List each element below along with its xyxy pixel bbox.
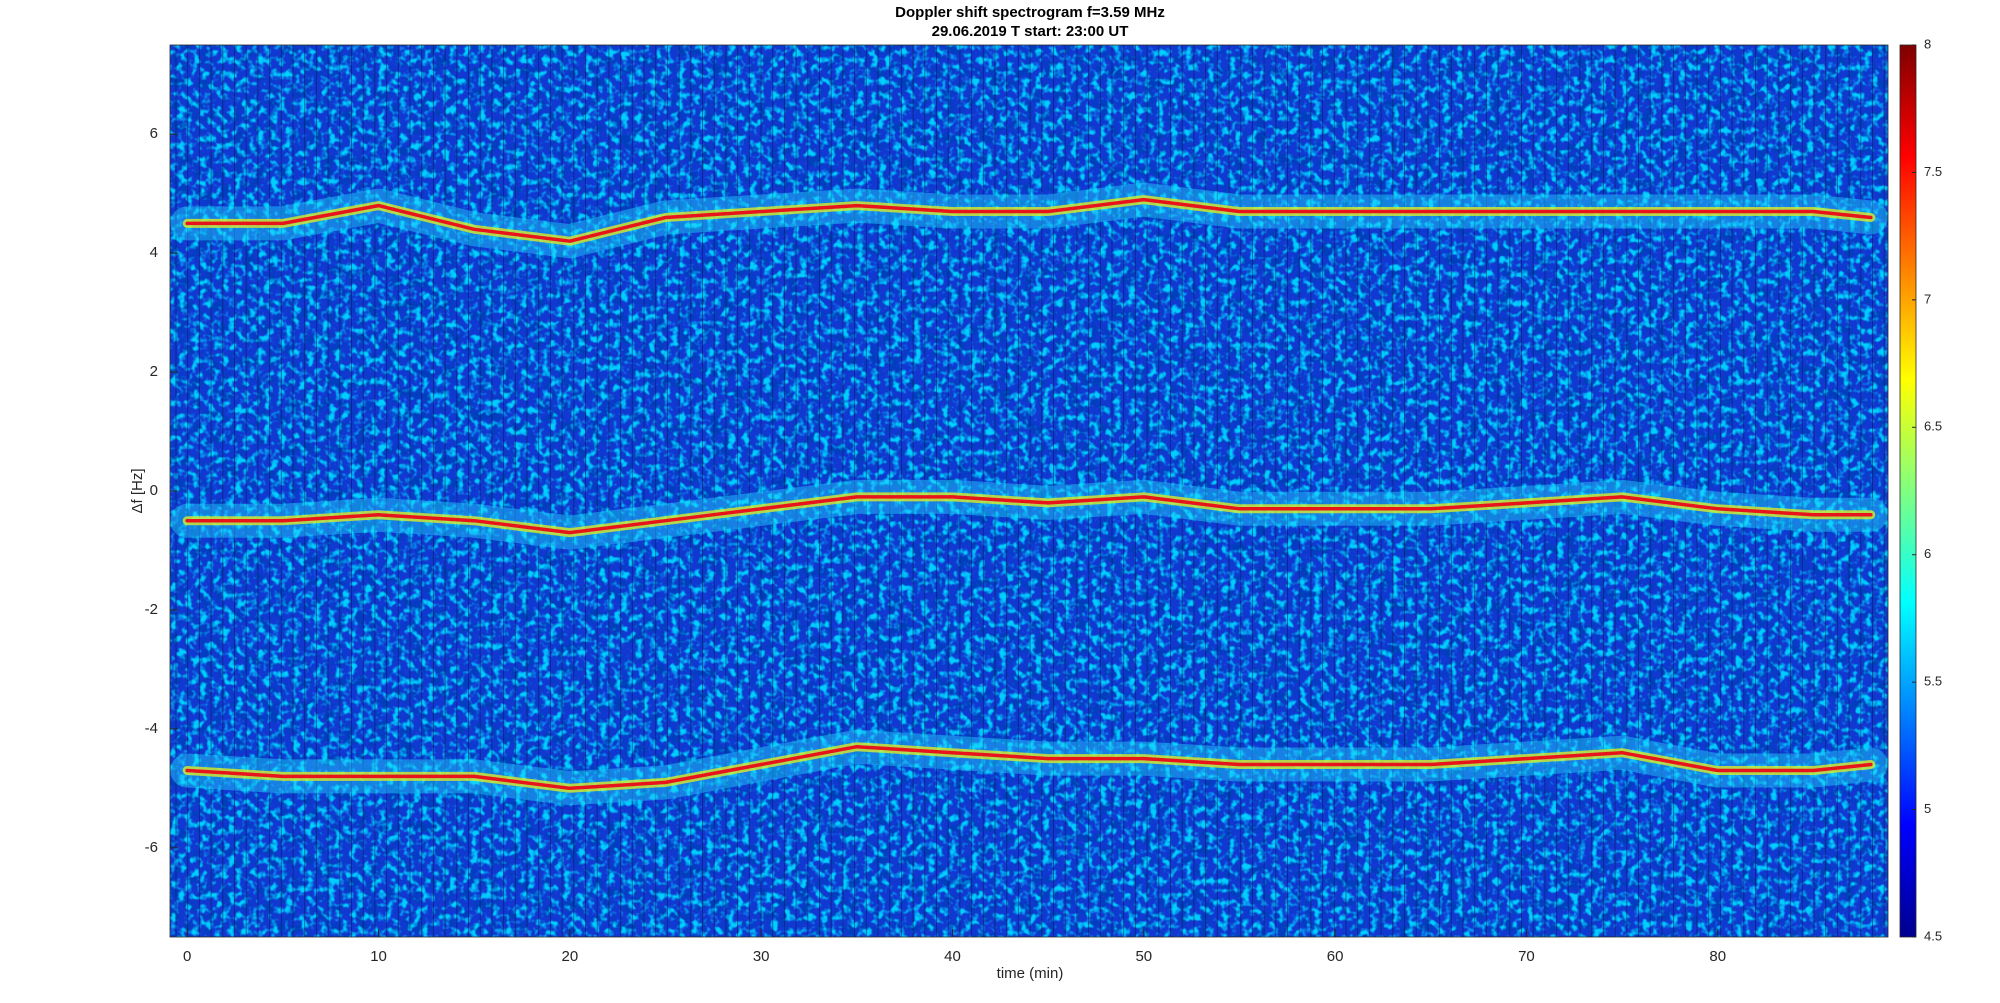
trace xyxy=(185,744,1873,791)
traces xyxy=(170,182,1888,806)
x-axis-label: time (min) xyxy=(997,965,1064,982)
y-tick-label: 4 xyxy=(150,244,158,261)
chart-title: Doppler shift spectrogram f=3.59 MHz xyxy=(895,4,1165,21)
colorbar-tick-label: 6 xyxy=(1924,546,1931,561)
x-tick-label: 30 xyxy=(753,948,770,965)
plot-background xyxy=(170,45,1888,937)
colorbar-tick-label: 7 xyxy=(1924,291,1931,306)
chart-subtitle: 29.06.2019 T start: 23:00 UT xyxy=(932,23,1129,40)
colorbar-tick-label: 5 xyxy=(1924,801,1931,816)
colorbar-tick-label: 8 xyxy=(1924,36,1931,51)
x-tick-label: 70 xyxy=(1518,948,1535,965)
colorbar-tick-label: 5.5 xyxy=(1924,674,1942,689)
y-axis-label: Δf [Hz] xyxy=(129,468,146,513)
y-tick-label: -2 xyxy=(145,601,158,618)
x-tick-label: 20 xyxy=(562,948,579,965)
x-tick-label: 80 xyxy=(1709,948,1726,965)
colorbar-tick-label: 7.5 xyxy=(1924,164,1942,179)
x-tick-label: 40 xyxy=(944,948,961,965)
colorbar xyxy=(1899,44,1917,938)
colorbar-tick-label: 4.5 xyxy=(1924,928,1942,943)
y-tick-label: 2 xyxy=(150,363,158,380)
y-tick-label: -4 xyxy=(145,720,158,737)
y-tick-label: 6 xyxy=(150,125,158,142)
trace xyxy=(185,495,1873,535)
x-tick-label: 60 xyxy=(1327,948,1344,965)
trace xyxy=(185,197,1873,243)
x-tick-label: 50 xyxy=(1135,948,1152,965)
y-tick-label: -6 xyxy=(145,839,158,856)
y-tick-label: 0 xyxy=(150,482,158,499)
colorbar-tick-label: 6.5 xyxy=(1924,419,1942,434)
x-tick-label: 0 xyxy=(183,948,191,965)
x-tick-label: 10 xyxy=(370,948,387,965)
